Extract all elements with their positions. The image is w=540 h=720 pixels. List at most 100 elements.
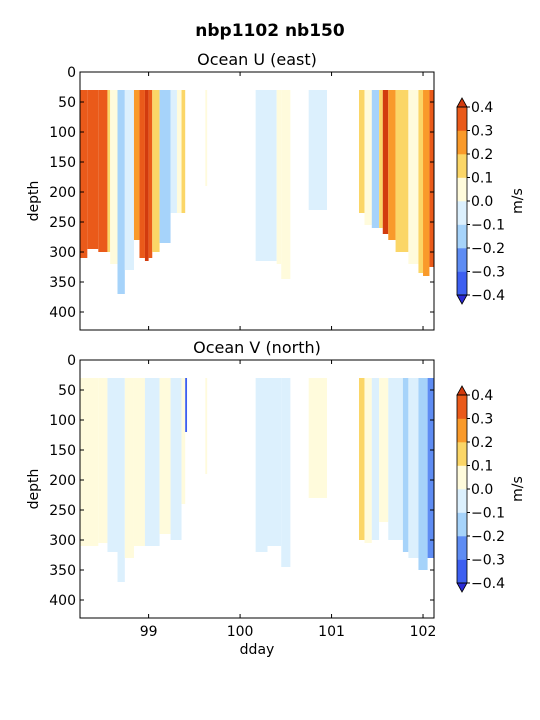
colorbar-bin (457, 418, 467, 443)
heatmap-cell (159, 378, 171, 534)
heatmap-cell (144, 90, 149, 261)
heatmap-cell (80, 378, 99, 546)
x-tick-label: 99 (140, 624, 158, 640)
colorbar-tick-label: 0.3 (471, 124, 493, 140)
heatmap-cell (281, 90, 291, 279)
panel-title: Ocean V (north) (193, 338, 321, 357)
y-tick-label: 0 (67, 353, 76, 369)
panels: Ocean U (east) 0 50 100 150 200 250 300 350 400 de… (26, 50, 526, 658)
colorbar-bin (457, 442, 467, 466)
heatmap-cell (423, 90, 430, 276)
colorbar: −0.4 −0.3 −0.2 −0.1 0.0 0.1 0.2 0.3 0.4 m/s (456, 97, 526, 305)
heatmap-cell (98, 378, 108, 543)
colorbar-bin (457, 271, 467, 296)
heatmap-cell (205, 378, 208, 474)
colorbar-bin (457, 559, 467, 584)
heatmap-cell (152, 90, 160, 252)
colorbar-tick-label: 0.3 (471, 412, 493, 428)
y-tick-label: 100 (49, 125, 76, 141)
colorbar-tick-label: 0.1 (471, 459, 493, 475)
heatmap-segments (80, 378, 434, 582)
heatmap-cell (80, 90, 88, 258)
y-tick-label: 0 (67, 65, 76, 81)
heatmap-cell (255, 90, 277, 261)
y-axis-label: depth (26, 181, 42, 222)
colorbar-tick-label: 0.2 (471, 435, 493, 451)
colorbar-tick-label: 0.4 (471, 388, 493, 404)
heatmap-cell (148, 90, 153, 258)
y-tick-label: 50 (58, 383, 76, 399)
colorbar-label: m/s (510, 188, 526, 214)
heatmap-cell (379, 378, 389, 522)
heatmap-cell (139, 90, 145, 258)
colorbar-tick-label: 0.1 (471, 171, 493, 187)
heatmap-cell (308, 90, 327, 210)
heatmap-segments (80, 90, 434, 294)
colorbar-tick-label: −0.3 (471, 265, 505, 281)
heatmap-cell (87, 90, 99, 249)
y-tick-label: 50 (58, 95, 76, 111)
y-tick-label: 150 (49, 155, 76, 171)
colorbar-tick-label: −0.4 (471, 288, 505, 304)
axes-frame (79, 359, 435, 619)
heatmap-cell (98, 90, 108, 252)
colorbar-tick-label: 0.2 (471, 147, 493, 163)
colorbar-tick-label: −0.1 (471, 506, 505, 522)
colorbar-tick-label: 0.4 (471, 100, 493, 116)
colorbar-tick-label: 0.0 (471, 194, 493, 210)
heatmap-cell (133, 378, 145, 546)
colorbar-label: m/s (510, 476, 526, 502)
heatmap-cell (371, 378, 380, 540)
heatmap-cell (133, 90, 140, 240)
y-tick-label: 200 (49, 185, 76, 201)
heatmap-cell (267, 378, 282, 546)
colorbar-tick-label: −0.4 (471, 576, 505, 592)
colorbar-bin (457, 130, 467, 155)
colorbar-bin (457, 489, 467, 513)
heatmap-cell (364, 378, 372, 543)
figure-suptitle: nbp1102 nb150 (195, 21, 345, 41)
panel-2: Ocean V (north) 0 50 100 150 200 250 300 350 400 9… (26, 338, 526, 658)
heatmap-cell (110, 90, 118, 264)
heatmap-cell (276, 90, 282, 264)
heatmap-cell (358, 378, 365, 540)
colorbar-bin (457, 248, 467, 272)
y-tick-label: 350 (49, 275, 76, 291)
heatmap-cell (117, 90, 125, 294)
y-tick-label: 250 (49, 215, 76, 231)
x-axis-label: dday (240, 642, 275, 658)
heatmap-cell (427, 378, 434, 558)
y-tick-label: 250 (49, 503, 76, 519)
heatmap-cell (181, 378, 186, 504)
heatmap-cell (408, 378, 419, 558)
heatmap-cell (117, 378, 125, 582)
colorbar-bin (457, 512, 467, 537)
colorbar-bin (457, 224, 467, 249)
y-axis-label: depth (26, 469, 42, 510)
heatmap-cell (107, 90, 111, 252)
heatmap-cell (402, 378, 409, 552)
colorbar-tick-label: −0.2 (471, 529, 505, 545)
colorbar-tick-label: 0.0 (471, 482, 493, 498)
heatmap-cell (358, 90, 365, 213)
heatmap-cell (170, 90, 177, 213)
axes-frame (79, 71, 435, 331)
colorbar-bin (457, 201, 467, 225)
heatmap-cell (388, 90, 396, 240)
heatmap-cell (144, 378, 160, 546)
colorbar-bin (457, 154, 467, 178)
heatmap-cell (281, 378, 291, 567)
x-tick-label: 102 (410, 624, 437, 640)
heatmap-cell (395, 90, 409, 252)
heatmap-cell (408, 90, 419, 264)
colorbar: −0.4 −0.3 −0.2 −0.1 0.0 0.1 0.2 0.3 0.4 m/s (456, 385, 526, 593)
heatmap-cell (107, 378, 118, 552)
colorbar-bin (457, 177, 467, 202)
heatmap-cell (159, 90, 171, 243)
heatmap-cell (418, 90, 424, 273)
colorbar-bin (457, 107, 467, 131)
heatmap-cell (176, 90, 182, 213)
y-tick-label: 400 (49, 593, 76, 609)
colorbar-tick-label: −0.1 (471, 218, 505, 234)
